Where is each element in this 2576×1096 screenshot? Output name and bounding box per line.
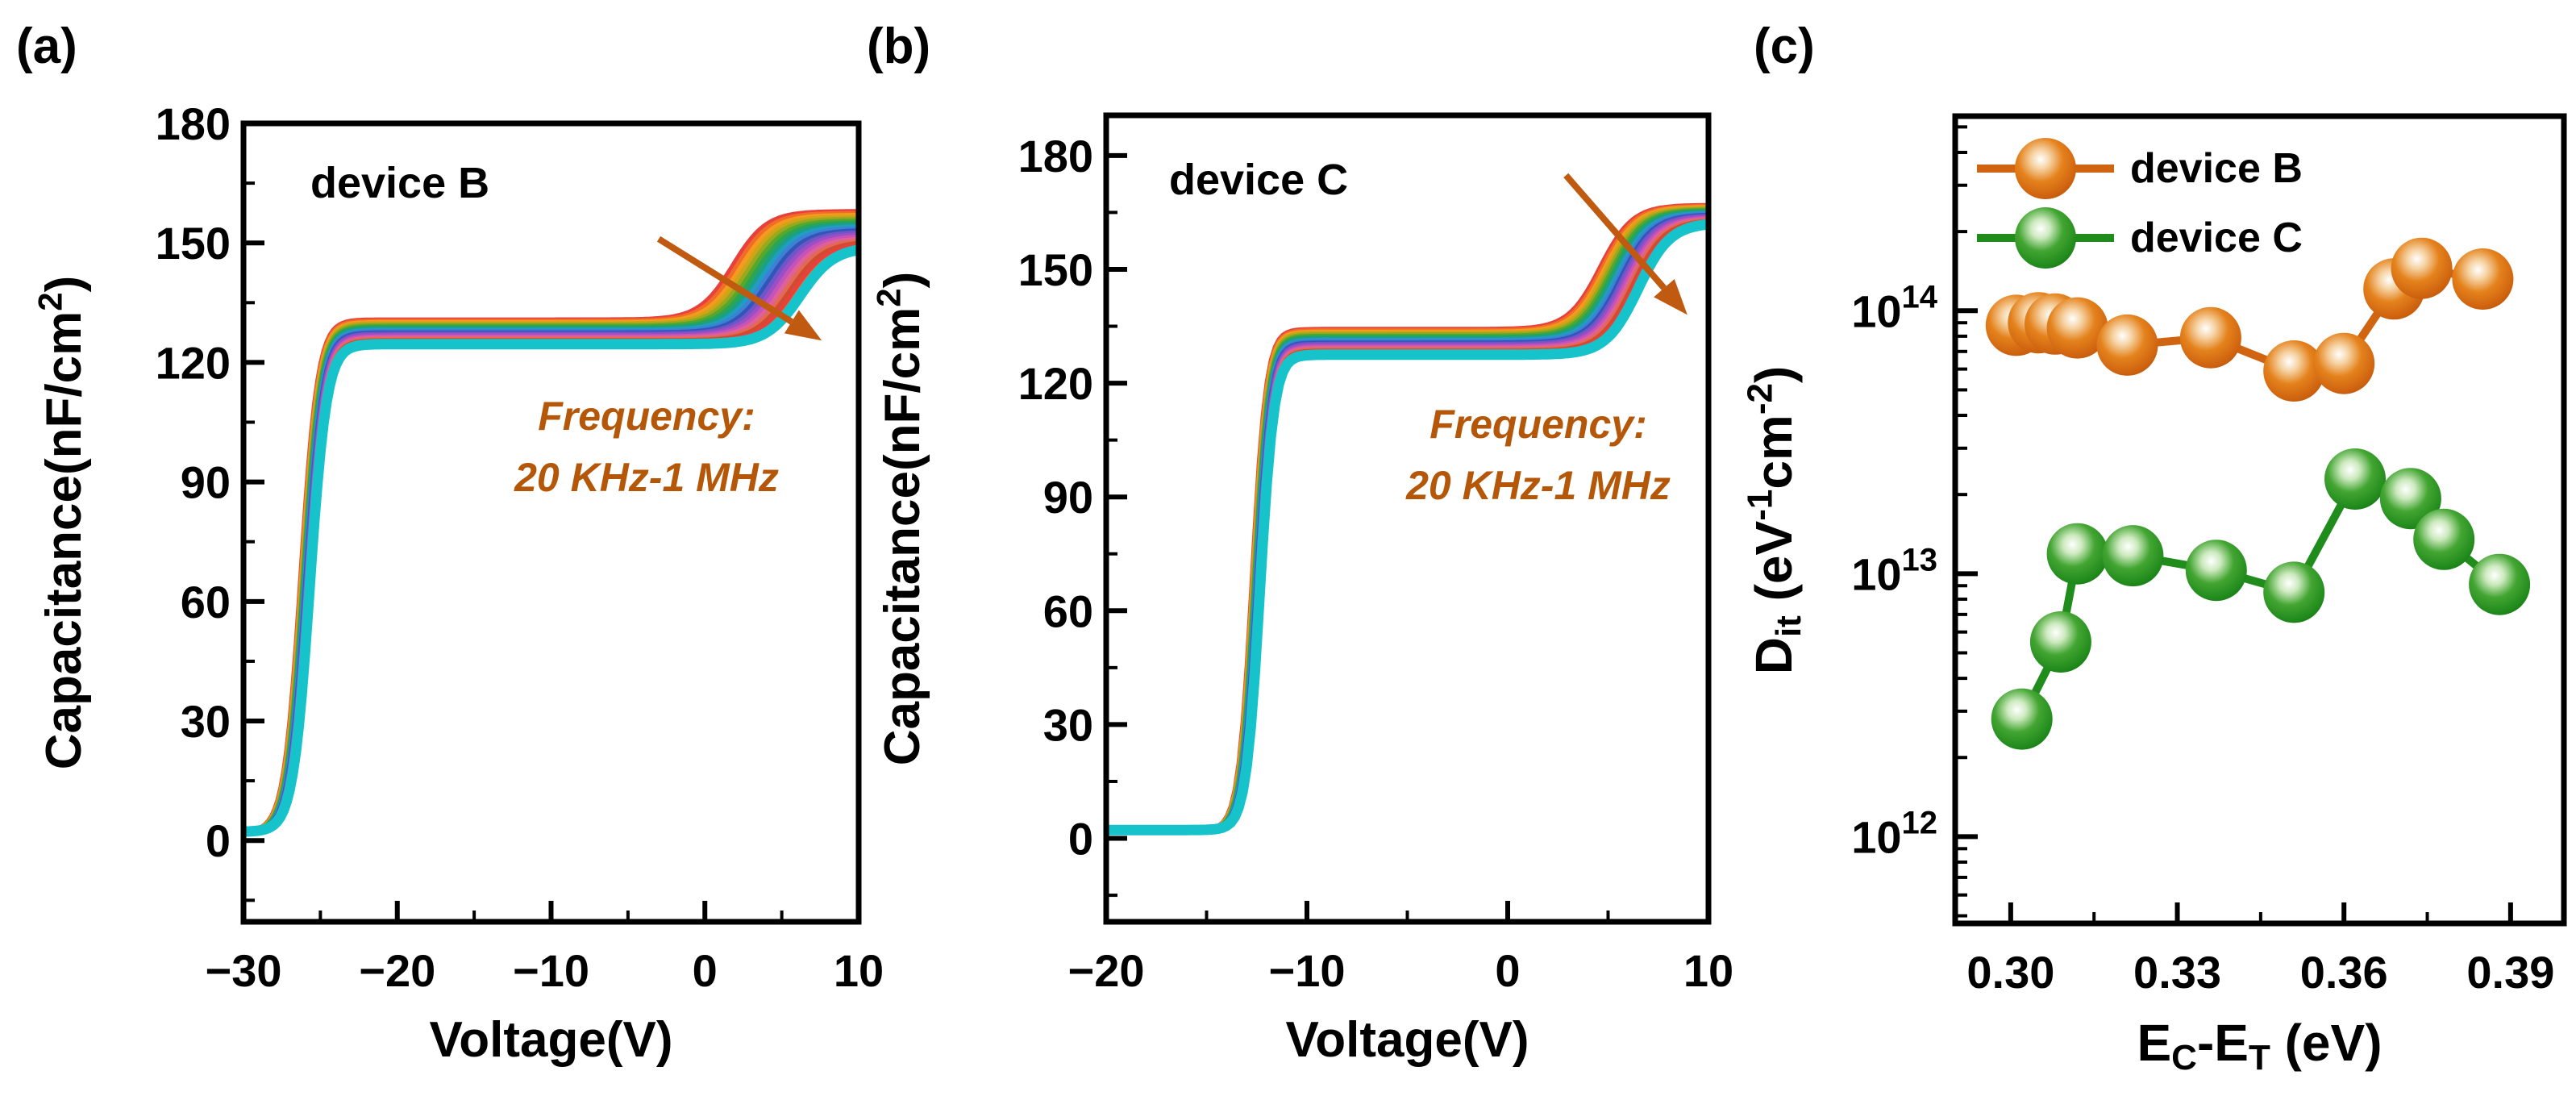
panel-letter-b: (b) [867, 19, 931, 74]
frequency-annotation-b-line2: 20 KHz-1 MHz [1406, 463, 1671, 508]
svg-text:0.36: 0.36 [2300, 947, 2388, 998]
y-axis-label-c: Dit (eV-1cm-2) [1741, 366, 1808, 675]
frequency-annotation-a: Frequency: 20 KHz-1 MHz [429, 385, 864, 508]
ticks-c [1955, 125, 2513, 923]
svg-text:1013: 1013 [1851, 542, 1937, 599]
series-device-B [1985, 237, 2514, 402]
tick-labels-b: −20 −10 0 10 0 30 60 90 120 150 180 [1018, 131, 1734, 996]
svg-text:120: 120 [1018, 358, 1093, 409]
svg-text:30: 30 [1043, 699, 1093, 750]
data-point [2263, 340, 2325, 402]
y-axis-label-b: Capacitance(nF/cm2) [869, 272, 930, 766]
tick-labels-c: 0.30 0.33 0.36 0.39 1012 1013 1014 [1851, 279, 2554, 998]
svg-text:10: 10 [1683, 945, 1733, 996]
data-point [2413, 508, 2475, 570]
legend-c [1977, 138, 2114, 269]
svg-text:60: 60 [181, 577, 231, 627]
data-point [2313, 332, 2375, 394]
ticks-b [1104, 152, 1711, 922]
svg-text:10: 10 [834, 945, 884, 996]
data-point [2452, 248, 2514, 310]
data-point [2029, 611, 2091, 673]
svg-text:150: 150 [1018, 244, 1093, 295]
data-point [2046, 523, 2108, 585]
cv-curves-a [243, 209, 859, 837]
svg-text:1012: 1012 [1851, 805, 1937, 862]
data-point [2263, 561, 2325, 623]
svg-text:150: 150 [156, 218, 231, 269]
svg-text:180: 180 [1018, 131, 1093, 181]
frequency-arrow-a [656, 235, 822, 341]
svg-text:−20: −20 [1068, 945, 1145, 996]
x-axis-label-b: Voltage(V) [1286, 1012, 1529, 1068]
svg-text:0: 0 [206, 815, 231, 866]
series-device-C [1991, 448, 2531, 750]
frequency-arrow-b [1563, 173, 1688, 315]
svg-text:−10: −10 [513, 945, 589, 996]
legend-label-device-b: device B [2130, 145, 2303, 192]
svg-text:−10: −10 [1269, 945, 1346, 996]
svg-text:−20: −20 [359, 945, 435, 996]
device-label-a: device B [310, 159, 490, 207]
svg-text:1014: 1014 [1851, 279, 1938, 336]
data-point [2046, 297, 2108, 359]
x-axis-label-a: Voltage(V) [430, 1012, 673, 1068]
data-point [2096, 314, 2158, 376]
legend-label-device-c: device C [2130, 215, 2303, 261]
svg-text:0: 0 [693, 945, 718, 996]
svg-text:0.33: 0.33 [2133, 947, 2221, 998]
svg-text:30: 30 [181, 696, 231, 747]
cv-curves-b [1106, 202, 1708, 836]
device-label-b: device C [1169, 156, 1349, 204]
data-point [2391, 237, 2453, 299]
data-point [2102, 525, 2164, 587]
frequency-annotation-b: Frequency: 20 KHz-1 MHz [1321, 394, 1756, 516]
tick-labels-a: −30 −20 −10 0 10 0 30 60 90 120 150 180 [156, 98, 884, 996]
data-point [2179, 306, 2241, 369]
svg-text:0: 0 [1495, 945, 1520, 996]
data-point [2185, 540, 2247, 602]
svg-text:90: 90 [181, 457, 231, 508]
data-point [2324, 448, 2386, 510]
frequency-annotation-b-line1: Frequency: [1429, 402, 1647, 447]
panel-letter-c: (c) [1754, 19, 1815, 74]
y-axis-label-a: Capacitance(nF/cm2) [31, 276, 92, 770]
svg-text:120: 120 [156, 337, 231, 388]
x-axis-label-c: EC-ET (eV) [2137, 1014, 2382, 1077]
svg-text:0.30: 0.30 [1966, 947, 2054, 998]
svg-text:0: 0 [1068, 814, 1093, 865]
svg-text:−30: −30 [206, 945, 282, 996]
data-point [2469, 553, 2531, 615]
frequency-annotation-a-line2: 20 KHz-1 MHz [514, 455, 779, 500]
panel-letter-a: (a) [16, 19, 77, 74]
svg-text:60: 60 [1043, 586, 1093, 636]
ticks-a [241, 121, 861, 922]
svg-text:90: 90 [1043, 472, 1093, 523]
data-point [2379, 468, 2441, 530]
svg-text:180: 180 [156, 98, 231, 149]
frequency-annotation-a-line1: Frequency: [538, 394, 755, 439]
data-point [1991, 688, 2053, 750]
svg-text:0.39: 0.39 [2466, 947, 2554, 998]
